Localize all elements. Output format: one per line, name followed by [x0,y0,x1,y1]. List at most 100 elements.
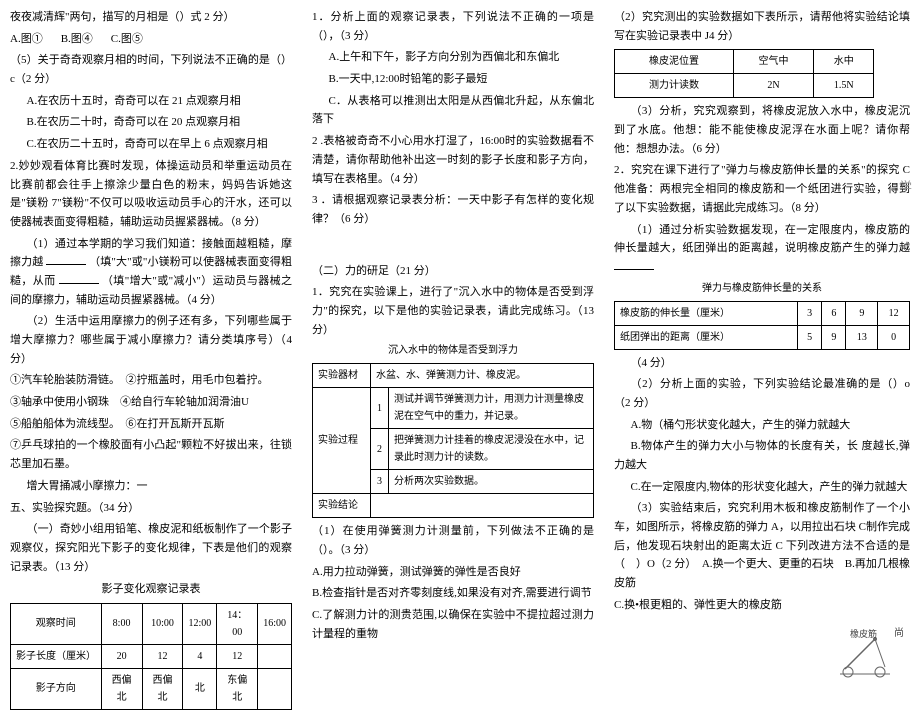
cell [258,644,292,668]
table-title: 沉入水中的物体是否受到浮力 [312,342,594,359]
option-c: C.了解测力计的测贵范围,以确保在实验中不提拉超过测力计量程的重物 [312,606,594,643]
table-row: 测力计读数 2N 1.5N [615,74,874,98]
blank [614,269,654,270]
cell: 西偏北 [101,668,142,709]
sub-1-intro: （一）奇妙小组用铅笔、橡皮泥和纸板制作了一个影子观察仪，探究阳光下影子的变化规律… [10,520,292,576]
section-2-heading: （二）力的研足（21 分） [312,262,594,281]
cell: 橡皮泥位置 [615,50,734,74]
option-c: C.图⑤ [111,30,143,49]
cell: 20 [101,644,142,668]
cell: 3 [798,301,822,325]
option-c: C.在农历二十五时，奇奇可以在早上 6 点观察月相 [10,135,292,154]
cell: 空气中 [734,50,814,74]
q2: 2 .表格被奇奇不小心用水打湿了，16:00时的实验数据看不清楚，请你帮助他补出… [312,132,594,188]
cell: 分析两次实验数据。 [389,470,594,494]
option-c: C.在一定限度内,物体的形状变化越大，产生的弹力就越大 [614,478,910,497]
cell: 测力计读数 [615,74,734,98]
sub-1: （1）通过分析实验数据发现，在一定限度内，橡皮筋的伸长量越大，纸团弹出的距离越，… [614,221,910,277]
table-row: 影子方向 西偏北 西偏北 北 东偏北 [11,668,292,709]
cell: 把弹簧测力计挂着的橡皮泥浸没在水中，记录此时测力计的读数。 [389,429,594,470]
q3: 3 ．请根据观察记录表分析：一天中影子有怎样的变化规律？（6 分） [312,191,594,228]
table-title: 弹力与橡皮筋伸长量的关系 [614,280,910,297]
cell: 8:00 [101,603,142,644]
cell: 测试并调节弹簧测力计，用测力计测量橡皮泥在空气中的重力，并记录。 [389,388,594,429]
text: （5）关于奇奇观察月相的时间，下列说法不正确的是（）c（2 分） [10,51,292,88]
cell: 13 [846,325,878,349]
cell: 1 [371,388,389,429]
option-c2: C.换•根更粗的、弹性更大的橡皮筋 [614,596,910,615]
list-item: ③轴承中使用小钢珠 ④给自行车轮轴加润滑油U [10,393,292,412]
cell: 水中 [813,50,873,74]
option-a: A.上午和下午，影子方向分别为西偏北和东偏北 [312,48,594,67]
footer-figure: 橡皮筋 尚 [830,629,900,639]
table-row: 影子长度（厘米） 20 12 4 12 [11,644,292,668]
cell: 影子长度（厘米） [11,644,102,668]
sub-2: （2）究究测出的实验数据如下表所示，请帮他将实验结论填写在实验记录表中 J4 分… [614,8,910,45]
table-row: 橡皮泥位置 空气中 水中 [615,50,874,74]
option-a: A.物（桶勺形状变化越大，产生的弹力就越大 [614,416,910,435]
cell: 实验器材 [313,364,371,388]
spacer [312,232,594,262]
table-row: 纸团弹出的距离（厘米） 5 9 13 0 [615,325,910,349]
cell: 橡皮筋的伸长量（厘米） [615,301,798,325]
option-b: B.检查指针是否对齐零刻度线,如果没有对齐,需要进行调节 [312,584,594,603]
cell: 2N [734,74,814,98]
cell: 12:00 [183,603,217,644]
cell: 12 [217,644,258,668]
column-2: 1．分析上面的观察记录表，下列说法不正确的一项是（），（3 分） A.上午和下午… [302,0,604,651]
option-a: A.在农历十五时，奇奇可以在 21 点观察月相 [10,92,292,111]
option-c: C．从表格可以推测出太阳是从西偏北升起，从东偏北落下 [312,92,594,129]
cell: 纸团弹出的距离（厘米） [615,325,798,349]
option-b: B.物体产生的弹力大小与物体的长度有关，长 度越长,弹力越大 [614,437,910,474]
sub-2: （2）分析上面的实验，下列实验结论最准确的是（）o（2 分） [614,375,910,412]
sub-1: （1）在使用弹簧测力计测量前，下列做法不正确的是（）。（3 分） [312,522,594,559]
text: （1）通过分析实验数据发现，在一定限度内，橡皮筋的伸长量越大，纸团弹出的距离越，… [614,224,910,255]
cell: 5 [798,325,822,349]
margin-decoration: 学 [895,180,914,193]
question-2: 2.妙妙观看体育比赛时发现，体操运动员和举重运动员在比赛前都会往手上擦涂少量白色… [10,157,292,232]
q2: 2．究究在课下进行了"弹力与橡皮筋伸长量的关系"的探究 C 他准备：两根完全相同… [614,161,910,217]
table-row: 实验器材 水盆、水、弹簧测力计、橡皮泥。 [313,364,594,388]
column-3: （2）究究测出的实验数据如下表所示，请帮他将实验结论填写在实验记录表中 J4 分… [604,0,920,651]
cell [371,494,594,518]
text: 增大胃捅减小摩擦力：一 [10,477,292,496]
table-row: 观察时间 8:00 10:00 12:00 14：00 16:00 [11,603,292,644]
option-b: B.在农历二十时，奇奇可以在 20 点观察月相 [10,113,292,132]
column-1: 夜夜减清辉"两句，描写的月相是（）式 2 分） A.图① B.图④ C.图⑤ （… [0,0,302,651]
cell: 4 [183,644,217,668]
cell: 14：00 [217,603,258,644]
option-b: B.图④ [61,30,93,49]
reading-table: 橡皮泥位置 空气中 水中 测力计读数 2N 1.5N [614,49,874,98]
cell: 12 [142,644,183,668]
table-title: 影子变化观察记录表 [10,580,292,599]
q1-intro: 1．究究在实验课上，进行了"沉入水中的物体是否受到浮力"的探究，以下是他的实验记… [312,283,594,339]
cell: 北 [183,668,217,709]
cell: 1.5N [813,74,873,98]
cell: 9 [822,325,846,349]
option-a: A.图① [10,30,43,49]
catapult-icon: 橡皮筋 [830,629,900,679]
sub-1: （1）通过本学期的学习我们知道：接触面越粗糙，摩擦力越 （填"大"或"小镁粉可以… [10,235,292,310]
text: 夜夜减清辉"两句，描写的月相是（）式 2 分） [10,8,292,27]
blank [46,264,86,265]
cell: 10:00 [142,603,183,644]
cell: 9 [846,301,878,325]
cell: 3 [371,470,389,494]
shadow-table: 观察时间 8:00 10:00 12:00 14：00 16:00 影子长度（厘… [10,603,292,710]
cell: 观察时间 [11,603,102,644]
score: （4 分） [614,354,910,373]
sub-3: （3）分析，究究观察到，将橡皮泥放入水中，橡皮泥沉到了水底。他想：能不能使橡皮泥… [614,102,910,158]
cell: 影子方向 [11,668,102,709]
elastic-table: 橡皮筋的伸长量（厘米） 3 6 9 12 纸团弹出的距离（厘米） 5 9 13 … [614,301,910,350]
cell [258,668,292,709]
q1: 1．分析上面的观察记录表，下列说法不正确的一项是（），（3 分） [312,8,594,45]
cell: 西偏北 [142,668,183,709]
sub-2: （2）生活中运用摩擦力的例子还有多，下列哪些属于增大摩擦力？哪些属于减小摩擦力？… [10,312,292,368]
label: 橡皮筋 [850,629,877,639]
list-item: ①汽车轮胎装防滑链。 ②拧瓶盖时，用毛巾包着拧。 [10,371,292,390]
cell: 实验过程 [313,388,371,494]
cell: 16:00 [258,603,292,644]
cell: 水盆、水、弹簧测力计、橡皮泥。 [371,364,594,388]
cell: 实验结论 [313,494,371,518]
cell: 6 [822,301,846,325]
